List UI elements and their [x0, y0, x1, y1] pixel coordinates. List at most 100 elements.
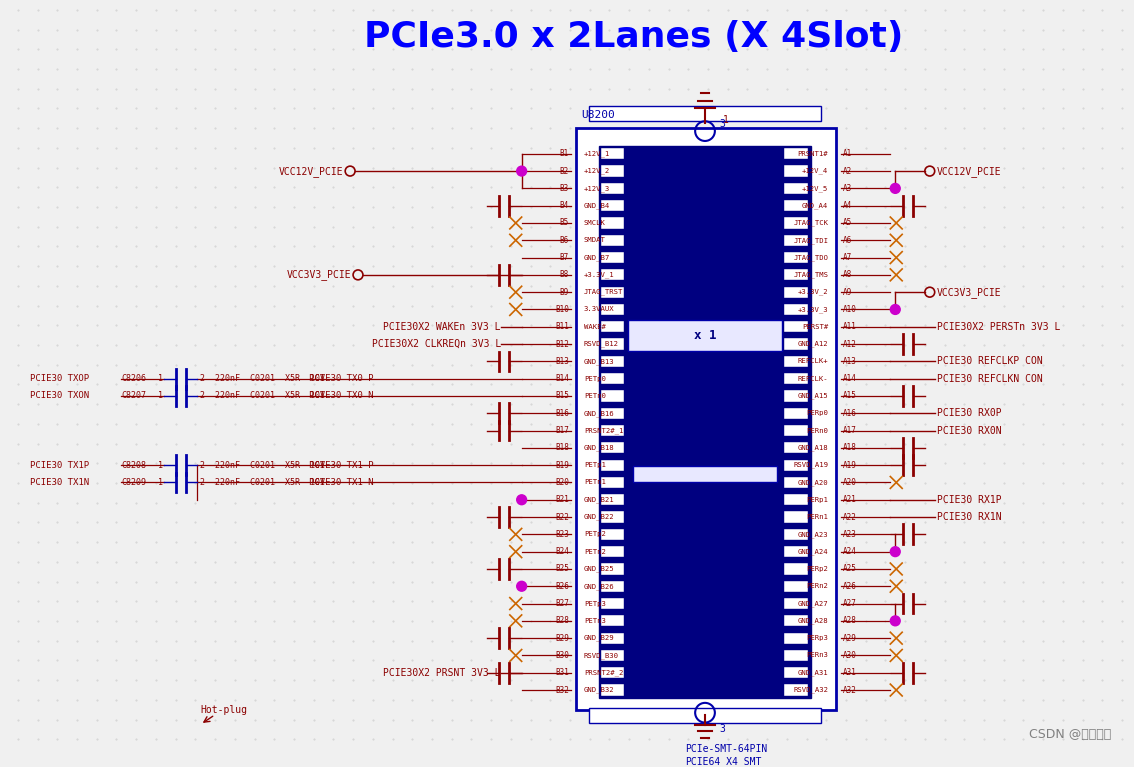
- Bar: [601, 425, 624, 436]
- Bar: [601, 563, 624, 574]
- Text: A19: A19: [843, 461, 857, 469]
- Text: PETp3: PETp3: [584, 601, 606, 607]
- Text: VCC12V_PCIE: VCC12V_PCIE: [279, 166, 344, 176]
- Text: RSVD_B12: RSVD_B12: [584, 341, 619, 347]
- Text: PCIE30 RX0P: PCIE30 RX0P: [937, 408, 1001, 418]
- Text: A29: A29: [843, 634, 857, 643]
- Bar: [599, 146, 812, 698]
- Bar: [784, 166, 807, 176]
- Bar: [784, 512, 807, 522]
- Text: B5: B5: [560, 219, 569, 228]
- Bar: [784, 287, 807, 298]
- Bar: [601, 615, 624, 627]
- Text: A16: A16: [843, 409, 857, 418]
- Text: B31: B31: [556, 668, 569, 677]
- Text: PCIE30 RX1N: PCIE30 RX1N: [937, 512, 1001, 522]
- Text: A5: A5: [843, 219, 853, 228]
- Text: SMDAT: SMDAT: [584, 237, 606, 243]
- Text: PERp2: PERp2: [806, 566, 828, 572]
- Text: +3.3V_3: +3.3V_3: [797, 306, 828, 313]
- Text: 3: 3: [720, 725, 726, 735]
- Bar: [784, 235, 807, 246]
- Text: PETn3: PETn3: [584, 618, 606, 624]
- Bar: [784, 407, 807, 419]
- Bar: [601, 166, 624, 176]
- Bar: [589, 107, 821, 121]
- Bar: [601, 390, 624, 402]
- Text: B21: B21: [556, 495, 569, 504]
- Text: B3: B3: [560, 184, 569, 193]
- Text: PCIE30 REFCLKP CON: PCIE30 REFCLKP CON: [937, 357, 1042, 367]
- Bar: [784, 633, 807, 644]
- Bar: [784, 459, 807, 471]
- Text: GND_B16: GND_B16: [584, 410, 615, 416]
- Bar: [784, 373, 807, 384]
- Text: B9: B9: [560, 288, 569, 297]
- Text: C8207: C8207: [121, 391, 146, 400]
- Text: A27: A27: [843, 599, 857, 608]
- Text: B10: B10: [556, 305, 569, 314]
- Bar: [784, 563, 807, 574]
- Bar: [601, 338, 624, 350]
- Text: B26: B26: [556, 581, 569, 591]
- Text: GND_A18: GND_A18: [797, 445, 828, 451]
- Text: U8200: U8200: [581, 110, 615, 120]
- Text: PCIE30 TX1 N: PCIE30 TX1 N: [308, 478, 373, 487]
- Text: PRSNT2#_1: PRSNT2#_1: [584, 427, 624, 434]
- Text: A3: A3: [843, 184, 853, 193]
- Text: A28: A28: [843, 617, 857, 625]
- Text: B6: B6: [560, 235, 569, 245]
- Text: A25: A25: [843, 565, 857, 574]
- Text: 1: 1: [158, 391, 163, 400]
- Text: A10: A10: [843, 305, 857, 314]
- Text: B27: B27: [556, 599, 569, 608]
- Bar: [601, 235, 624, 246]
- Text: PERn1: PERn1: [806, 514, 828, 520]
- Text: PRSNT2#_2: PRSNT2#_2: [584, 670, 624, 676]
- Text: 3: 3: [720, 119, 726, 129]
- Bar: [601, 477, 624, 488]
- Text: PCIE30 RX1P: PCIE30 RX1P: [937, 495, 1001, 505]
- Text: B19: B19: [556, 461, 569, 469]
- Circle shape: [890, 547, 900, 557]
- Bar: [601, 650, 624, 661]
- Text: PETn2: PETn2: [584, 548, 606, 555]
- Text: GND_B22: GND_B22: [584, 514, 615, 520]
- Text: SMCLK: SMCLK: [584, 220, 606, 226]
- Bar: [784, 148, 807, 160]
- Bar: [784, 615, 807, 627]
- Text: x 4: x 4: [694, 528, 717, 541]
- Bar: [601, 684, 624, 696]
- Bar: [601, 494, 624, 505]
- Text: PRSNT1#: PRSNT1#: [797, 151, 828, 156]
- Bar: [601, 528, 624, 540]
- Bar: [601, 407, 624, 419]
- Text: PCIE64_X4_SMT: PCIE64_X4_SMT: [685, 756, 762, 767]
- Bar: [784, 183, 807, 194]
- Text: GND_A4: GND_A4: [802, 202, 828, 209]
- Text: PCIe-SMT-64PIN: PCIe-SMT-64PIN: [685, 744, 768, 754]
- Text: PERn3: PERn3: [806, 653, 828, 658]
- Bar: [601, 459, 624, 471]
- Text: 1: 1: [158, 374, 163, 384]
- Text: A21: A21: [843, 495, 857, 504]
- Text: PETn1: PETn1: [584, 479, 606, 486]
- Text: 2  220nF  C0201  X5R  10V: 2 220nF C0201 X5R 10V: [201, 461, 325, 469]
- Text: VCC3V3_PCIE: VCC3V3_PCIE: [937, 287, 1001, 298]
- Text: A9: A9: [843, 288, 853, 297]
- Text: C8206: C8206: [121, 374, 146, 384]
- Bar: [601, 269, 624, 281]
- Text: +3.3V_1: +3.3V_1: [584, 272, 615, 278]
- Text: A7: A7: [843, 253, 853, 262]
- Text: +12V_1: +12V_1: [584, 150, 610, 157]
- Bar: [601, 546, 624, 558]
- Text: GND_B32: GND_B32: [584, 686, 615, 693]
- Bar: [633, 466, 777, 482]
- Bar: [784, 546, 807, 558]
- Text: A24: A24: [843, 547, 857, 556]
- Bar: [784, 667, 807, 678]
- Bar: [601, 598, 624, 609]
- Text: REFCLK+: REFCLK+: [797, 358, 828, 364]
- Circle shape: [890, 304, 900, 314]
- Text: B4: B4: [560, 201, 569, 210]
